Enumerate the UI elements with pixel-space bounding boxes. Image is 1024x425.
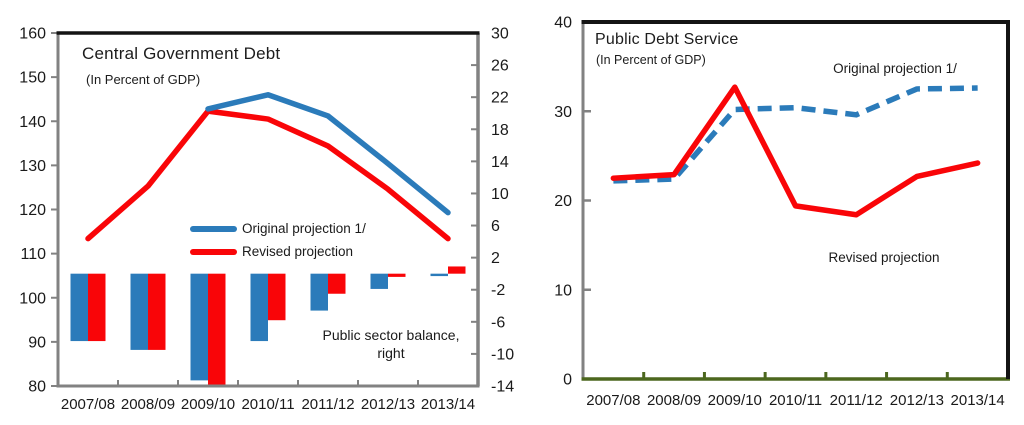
- svg-text:100: 100: [19, 290, 46, 307]
- svg-text:26: 26: [491, 58, 509, 75]
- svg-text:10: 10: [554, 282, 572, 299]
- svg-text:18: 18: [491, 122, 509, 139]
- legend-item-original: Original projection 1/: [190, 217, 366, 240]
- svg-text:2011/12: 2011/12: [830, 392, 883, 409]
- svg-text:-6: -6: [491, 314, 505, 331]
- original-projection-swatch: [190, 225, 237, 232]
- svg-text:2008/09: 2008/09: [121, 396, 175, 413]
- svg-text:140: 140: [19, 114, 46, 131]
- svg-text:2: 2: [491, 250, 500, 267]
- legend-item-revised: Revised projection: [190, 240, 366, 263]
- svg-text:30: 30: [554, 104, 572, 121]
- svg-text:2008/09: 2008/09: [647, 392, 701, 409]
- svg-text:20: 20: [554, 193, 572, 210]
- svg-text:150: 150: [19, 70, 46, 87]
- svg-text:2013/14: 2013/14: [421, 396, 475, 413]
- svg-text:120: 120: [19, 202, 46, 219]
- svg-text:2013/14: 2013/14: [951, 392, 1005, 409]
- debt-chart-subtitle: (In Percent of GDP): [86, 72, 201, 87]
- legend-label-original: Original projection 1/: [242, 221, 366, 236]
- svg-text:80: 80: [28, 379, 46, 396]
- svg-text:160: 160: [19, 26, 46, 43]
- svg-text:14: 14: [491, 154, 509, 171]
- debt-chart-legend: Original projection 1/ Revised projectio…: [190, 217, 366, 263]
- svg-text:130: 130: [19, 158, 46, 175]
- svg-text:2011/12: 2011/12: [301, 396, 354, 413]
- svg-text:10: 10: [491, 186, 509, 203]
- svg-text:30: 30: [491, 26, 509, 43]
- svg-text:2007/08: 2007/08: [61, 396, 115, 413]
- svg-text:2009/10: 2009/10: [181, 396, 235, 413]
- revised-projection-swatch: [190, 248, 237, 255]
- annotation-revised-projection: Revised projection: [828, 250, 940, 265]
- svg-text:2009/10: 2009/10: [708, 392, 762, 409]
- debt-chart-title: Central Government Debt: [82, 44, 281, 63]
- svg-text:0: 0: [563, 372, 572, 389]
- annotation-original-projection: Original projection 1/: [833, 61, 957, 76]
- note-line-2: right: [377, 345, 405, 361]
- svg-text:2012/13: 2012/13: [361, 396, 415, 413]
- svg-text:-2: -2: [491, 282, 505, 299]
- svg-text:22: 22: [491, 90, 509, 107]
- legend-label-revised: Revised projection: [242, 244, 354, 259]
- svg-text:2012/13: 2012/13: [890, 392, 944, 409]
- svg-text:110: 110: [20, 246, 46, 263]
- public-sector-balance-note: Public sector balance, right: [310, 326, 472, 362]
- service-chart-title: Public Debt Service: [595, 31, 739, 48]
- svg-text:2010/11: 2010/11: [769, 392, 822, 409]
- svg-text:2007/08: 2007/08: [586, 392, 640, 409]
- svg-text:-10: -10: [491, 346, 514, 363]
- svg-text:6: 6: [491, 218, 500, 235]
- svg-text:90: 90: [28, 334, 46, 351]
- svg-text:2010/11: 2010/11: [241, 396, 294, 413]
- service-chart-subtitle: (In Percent of GDP): [596, 53, 706, 67]
- svg-text:-14: -14: [491, 379, 514, 396]
- note-line-1: Public sector balance,: [322, 327, 460, 343]
- svg-text:40: 40: [554, 15, 572, 32]
